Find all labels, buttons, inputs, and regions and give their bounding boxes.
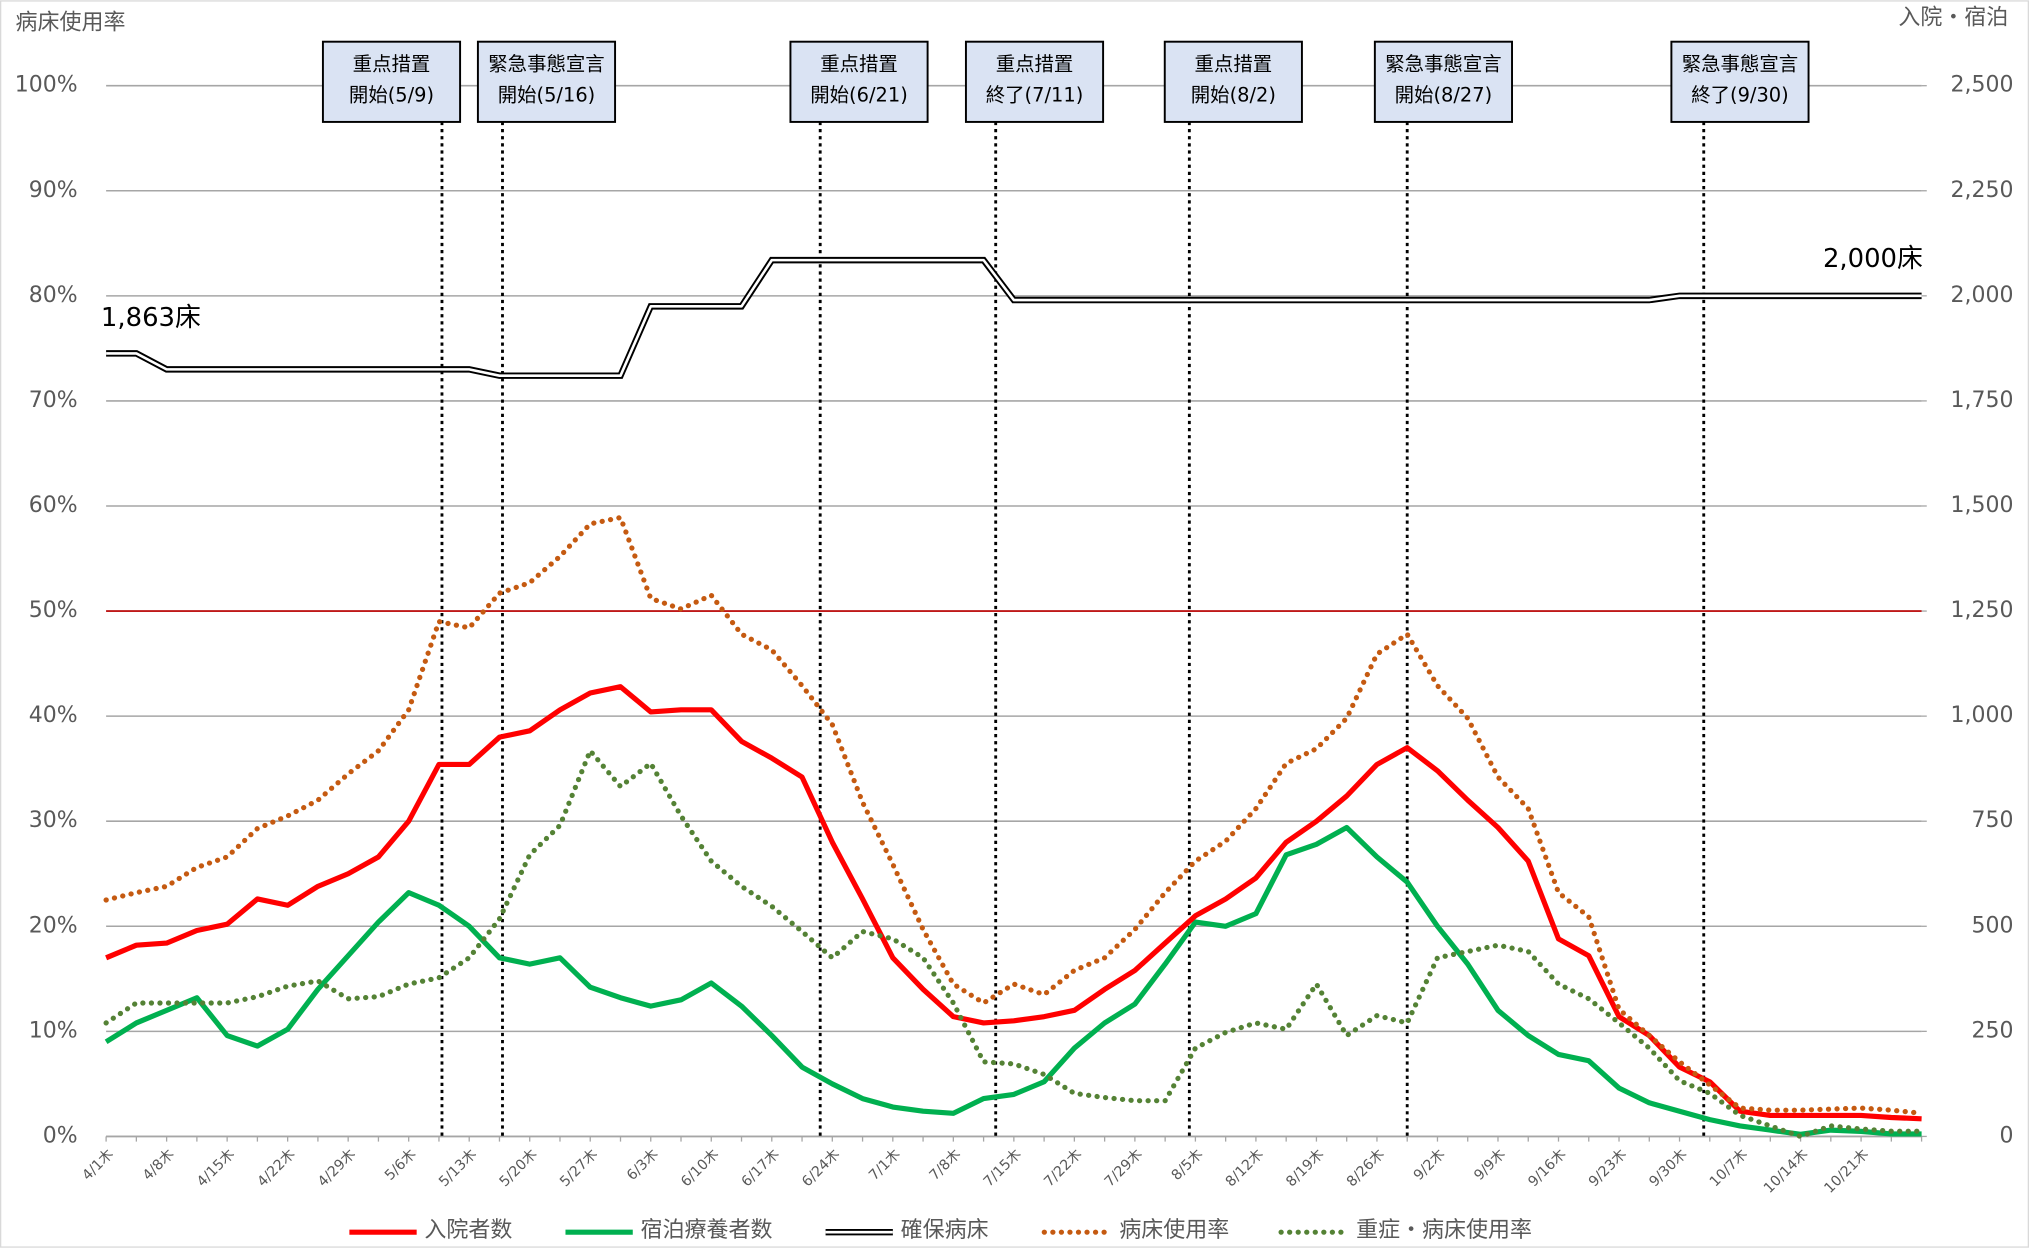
y2-tick-label: 1,250 [1951,598,2014,623]
y-tick-label: 20% [29,913,78,938]
event-box [789,40,929,123]
legend-item: 確保病床 [825,1218,989,1243]
event-label: 重点措置 [820,52,898,75]
event-box [476,40,617,123]
legend-label: 重症・病床使用率 [1356,1218,1532,1243]
legend-item: 入院者数 [349,1218,512,1243]
y-tick-label: 40% [29,703,78,728]
series-line [105,684,1922,1122]
event-box [1670,40,1810,123]
y-tick-label: 100% [15,73,78,98]
event-label: 緊急事態宣言 [1385,52,1501,75]
y2-tick-label: 250 [1972,1018,2014,1043]
series-line [103,514,1925,1116]
y2-tick-label: 1,500 [1951,493,2014,518]
event-box [1163,40,1303,123]
y2-tick-label: 0 [1999,1123,2013,1148]
legend-label: 病床使用率 [1119,1218,1229,1243]
y2-tick-label: 500 [1972,913,2014,938]
y-tick-label: 50% [29,598,78,623]
y2-tick-label: 750 [1972,808,2014,833]
event-label: 開始(5/16) [498,84,596,107]
point-label: 1,863床 [101,303,201,333]
event-label: 開始(5/9) [349,84,434,107]
y-tick-label: 60% [29,493,78,518]
legend-label: 宿泊療養者数 [641,1218,773,1243]
event-label: 緊急事態宣言 [488,52,604,75]
event-label: 開始(8/2) [1191,84,1276,107]
event-box [1373,40,1513,123]
series-line [104,824,1922,1137]
event-label: 重点措置 [1195,52,1273,75]
legend-item: 宿泊療養者数 [565,1218,772,1243]
legend-label: 入院者数 [424,1218,512,1243]
legend-label: 確保病床 [901,1218,989,1243]
y-tick-label: 10% [29,1018,78,1043]
y2-axis-label: 入院・宿泊 [1898,5,2008,30]
y2-tick-label: 1,000 [1951,703,2014,728]
y2-tick-label: 1,750 [1951,388,2014,413]
event-label: 重点措置 [996,52,1074,75]
series-line [106,258,1922,377]
event-label: 重点措置 [353,52,431,75]
event-box [964,40,1105,123]
point-label: 2,000床 [1823,244,1923,274]
y-tick-label: 0% [43,1123,78,1148]
event-box [321,40,462,123]
event-label: 終了(7/11) [986,84,1084,107]
legend-item: 病床使用率 [1041,1218,1229,1243]
event-label: 緊急事態宣言 [1682,52,1798,75]
event-label: 開始(6/21) [810,84,908,107]
y-tick-label: 80% [29,283,78,308]
y-tick-label: 30% [29,808,78,833]
y-tick-label: 90% [29,178,78,203]
y2-tick-label: 2,500 [1951,73,2014,98]
y-tick-label: 70% [29,388,78,413]
y2-tick-label: 2,250 [1951,178,2014,203]
y-axis-label: 病床使用率 [16,11,126,36]
y2-tick-label: 2,000 [1951,283,2014,308]
event-label: 開始(8/27) [1395,84,1493,107]
legend-item: 重症・病床使用率 [1278,1218,1532,1243]
event-label: 終了(9/30) [1691,84,1789,107]
